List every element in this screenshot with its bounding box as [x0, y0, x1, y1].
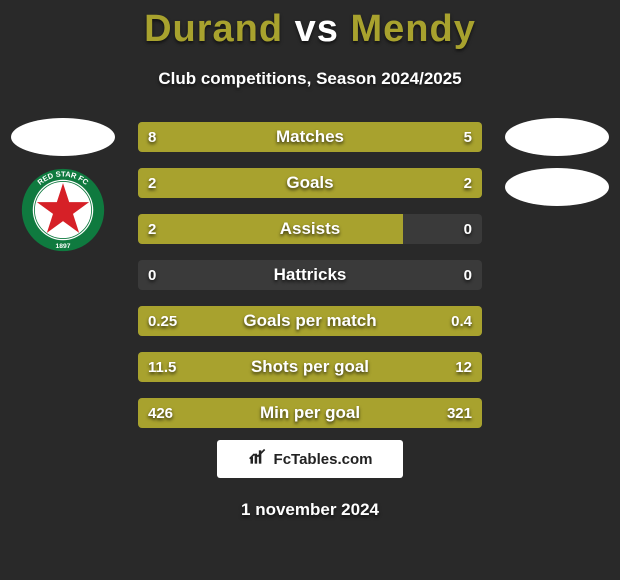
stat-bar-right-fill [310, 168, 482, 198]
player1-club-logo: RED STAR FC 1897 [21, 168, 105, 252]
stat-bar-left-fill [138, 168, 310, 198]
chart-icon [248, 447, 268, 471]
stats-bars: 85Matches22Goals20Assists00Hattricks0.25… [138, 122, 482, 444]
stat-bar-left-fill [138, 122, 350, 152]
svg-text:1897: 1897 [56, 243, 71, 250]
stat-row: 426321Min per goal [138, 398, 482, 428]
stat-bar-left-fill [138, 352, 307, 382]
stat-row: 0.250.4Goals per match [138, 306, 482, 336]
player1-name: Durand [144, 8, 283, 50]
stat-row: 85Matches [138, 122, 482, 152]
left-logos-column: RED STAR FC 1897 [8, 118, 118, 252]
stat-bar-left-fill [138, 398, 334, 428]
stat-row: 20Assists [138, 214, 482, 244]
stat-bar-right-fill [334, 398, 482, 428]
footer-date: 1 november 2024 [0, 500, 620, 520]
stat-bar-left-fill [138, 306, 270, 336]
stat-bar-right-fill [350, 122, 482, 152]
player2-club-placeholder [505, 168, 609, 206]
stat-value-left: 0 [148, 260, 156, 290]
right-logos-column [502, 118, 612, 218]
page-title: Durand vs Mendy [0, 0, 620, 51]
player2-country-placeholder [505, 118, 609, 156]
subtitle: Club competitions, Season 2024/2025 [0, 69, 620, 89]
stat-bar-left-fill [138, 214, 403, 244]
player2-name: Mendy [351, 8, 476, 50]
stat-bar-right-fill [307, 352, 482, 382]
stat-row: 11.512Shots per goal [138, 352, 482, 382]
site-badge[interactable]: FcTables.com [217, 440, 403, 478]
stat-value-right: 0 [464, 214, 472, 244]
stat-label: Hattricks [138, 260, 482, 290]
stat-value-right: 0 [464, 260, 472, 290]
vs-text: vs [295, 8, 339, 50]
player1-country-placeholder [11, 118, 115, 156]
stat-row: 0 0Hattricks [138, 260, 482, 290]
stat-row: 22Goals [138, 168, 482, 198]
site-name: FcTables.com [274, 451, 373, 468]
stat-bar-right-fill [270, 306, 482, 336]
